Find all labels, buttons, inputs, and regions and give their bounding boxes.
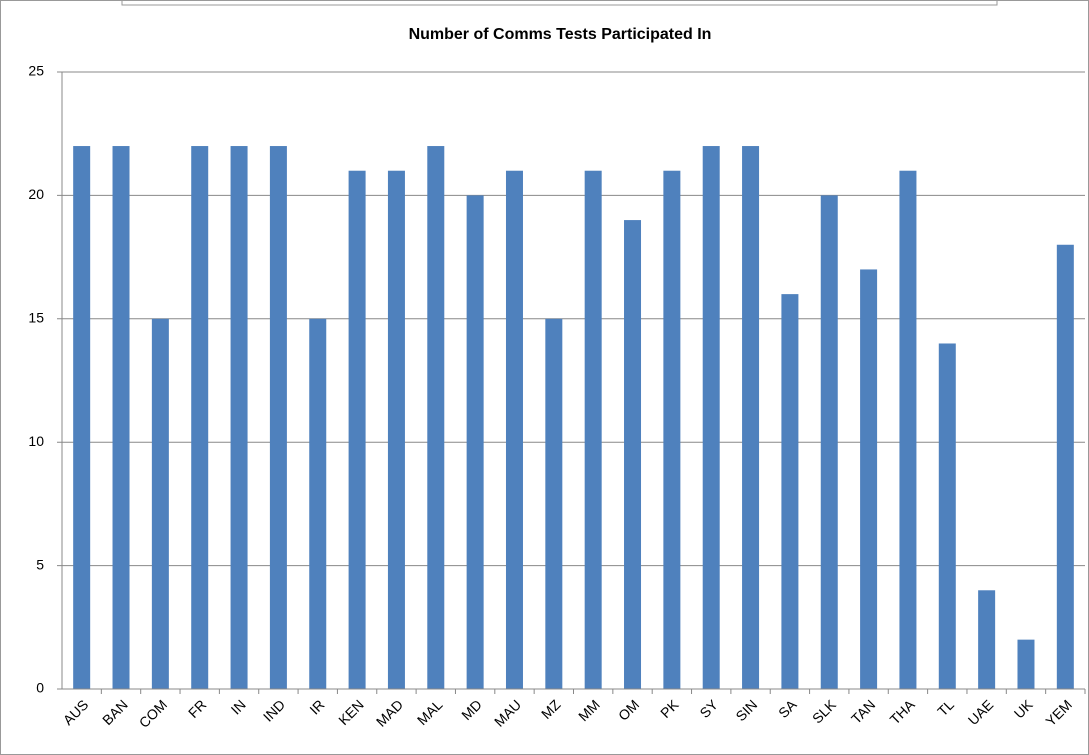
y-tick-label: 10 bbox=[28, 433, 44, 449]
bar bbox=[860, 269, 878, 689]
y-tick-label: 15 bbox=[28, 310, 44, 326]
bar bbox=[1017, 639, 1035, 689]
bar bbox=[387, 170, 405, 690]
bar bbox=[624, 220, 642, 689]
bar bbox=[584, 170, 602, 690]
bar bbox=[112, 146, 130, 690]
bar bbox=[466, 195, 484, 689]
bar bbox=[545, 318, 563, 689]
bar bbox=[938, 343, 956, 689]
bar bbox=[978, 590, 996, 689]
bar bbox=[702, 146, 720, 690]
bar bbox=[427, 146, 445, 690]
bar bbox=[1056, 244, 1074, 689]
bar bbox=[191, 146, 209, 690]
bar bbox=[663, 170, 681, 690]
bar bbox=[820, 195, 838, 689]
bar bbox=[742, 146, 760, 690]
y-tick-label: 5 bbox=[36, 556, 44, 572]
bar bbox=[781, 294, 799, 689]
bar bbox=[151, 318, 169, 689]
bar bbox=[73, 146, 91, 690]
bar bbox=[899, 170, 917, 690]
chart-title: Number of Comms Tests Participated In bbox=[409, 26, 712, 43]
bar bbox=[230, 146, 248, 690]
y-tick-label: 25 bbox=[28, 63, 44, 79]
bar bbox=[309, 318, 327, 689]
bar bbox=[505, 170, 523, 690]
bar bbox=[269, 146, 287, 690]
y-tick-label: 0 bbox=[36, 680, 44, 696]
y-tick-label: 20 bbox=[28, 186, 44, 202]
bar bbox=[348, 170, 366, 690]
top-frame bbox=[121, 0, 998, 6]
